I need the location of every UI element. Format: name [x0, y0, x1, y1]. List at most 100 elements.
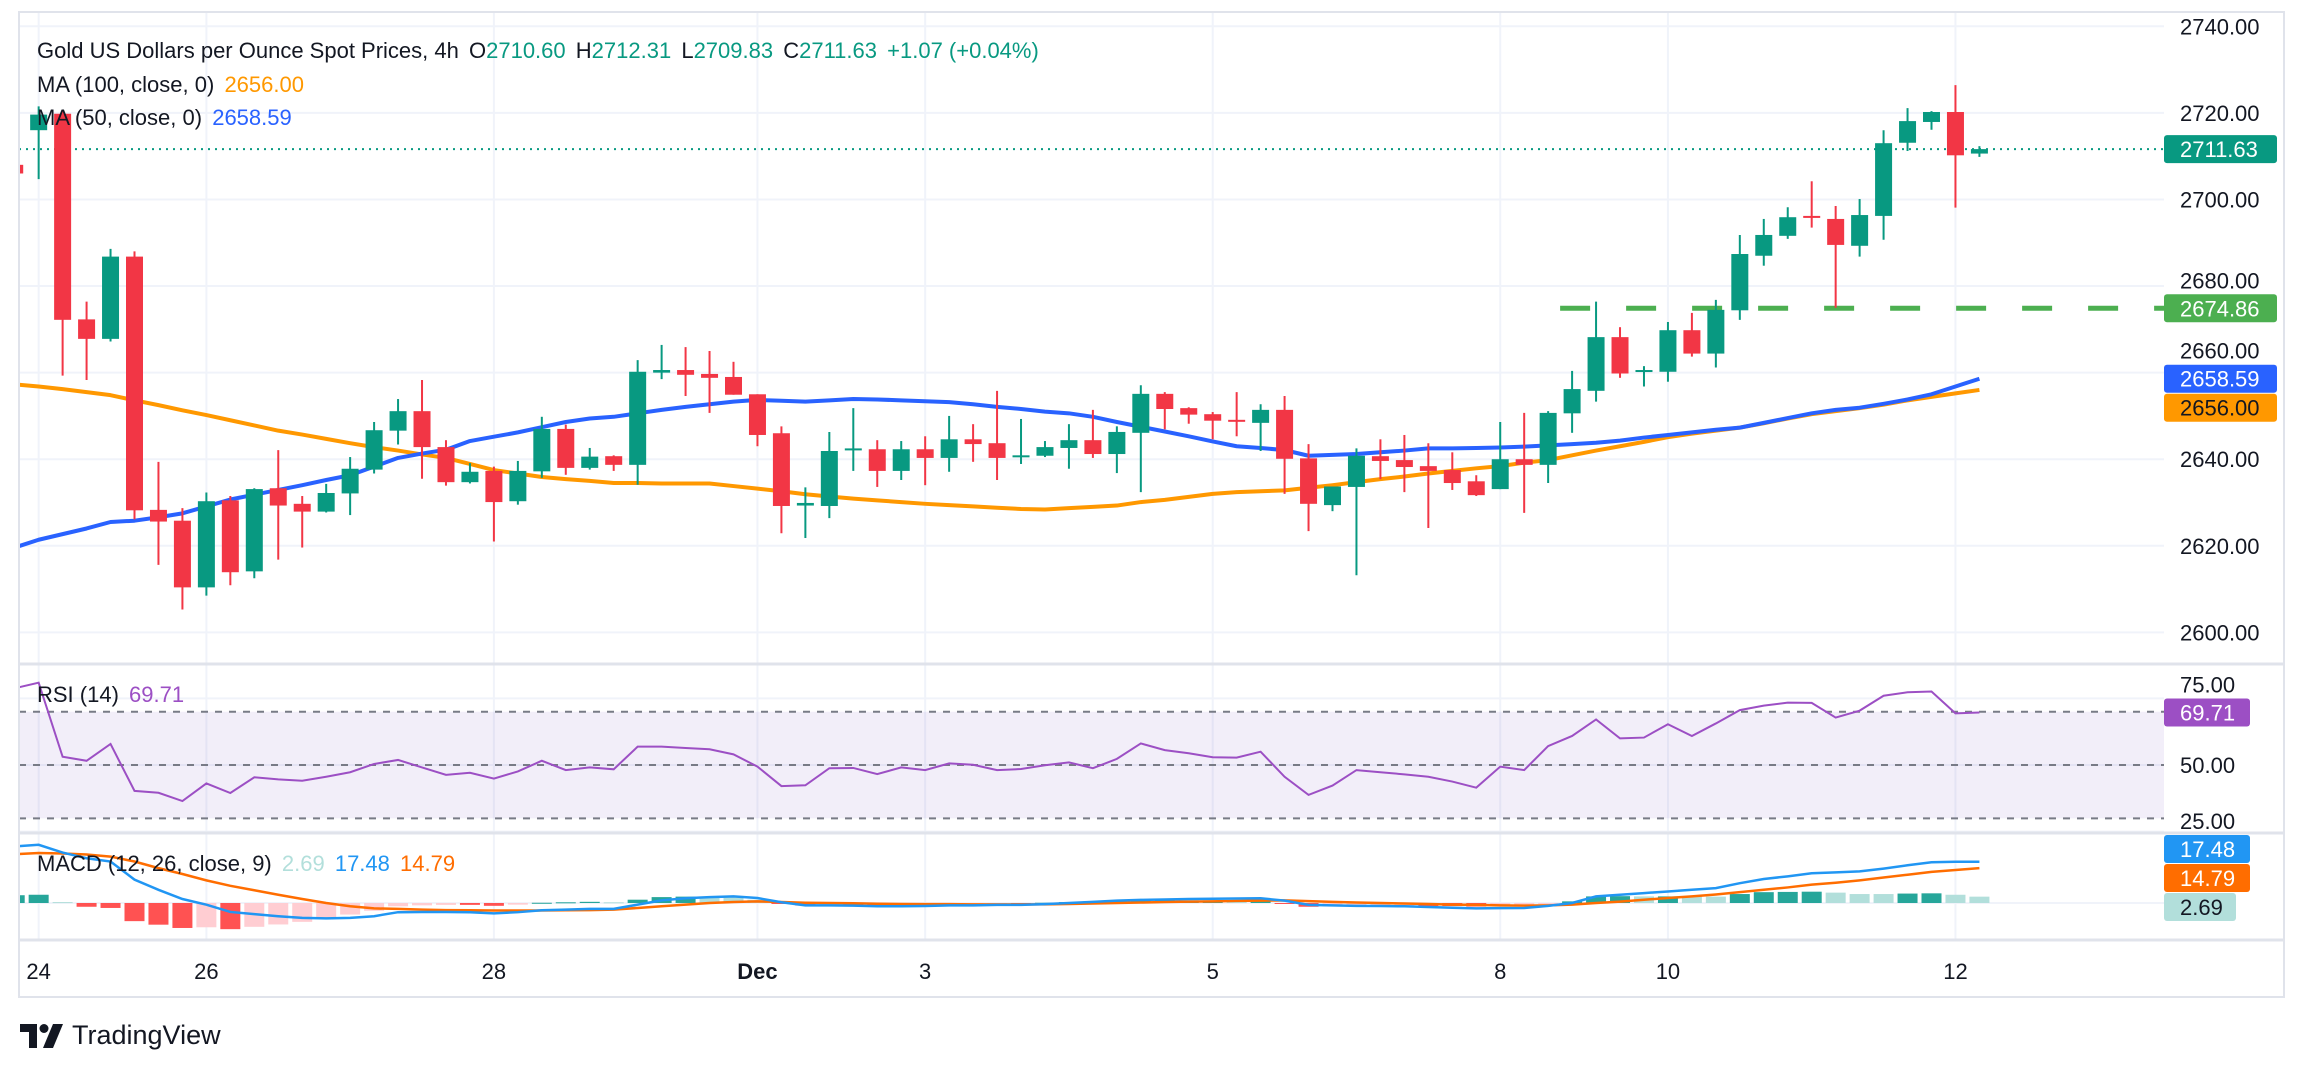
last-price-label-box	[2164, 135, 2277, 164]
candle-body	[1012, 455, 1030, 458]
candle-body	[1491, 459, 1509, 490]
macd-histogram-bar	[316, 902, 337, 919]
macd-histogram-bar	[1873, 894, 1894, 903]
candle-body	[629, 371, 647, 465]
ma50-legend[interactable]: MA (50, close, 0) 2658.59	[37, 104, 296, 132]
macd-histogram-bar	[1610, 896, 1631, 903]
symbol-title: Gold US Dollars per Ounce Spot Prices, 4…	[37, 38, 459, 63]
candle-body	[1587, 337, 1605, 391]
candle-body	[820, 450, 838, 506]
candle-up	[629, 360, 647, 485]
candle-body	[1108, 431, 1126, 455]
support-price-label-box	[2164, 294, 2277, 323]
candle-body	[1060, 440, 1078, 448]
candle-down	[964, 424, 982, 462]
candle-down	[1467, 475, 1485, 497]
candle-up	[1707, 299, 1725, 368]
time-tick-label: 8	[1494, 959, 1506, 984]
candle-body	[413, 411, 431, 448]
macd-histogram-bar	[52, 902, 73, 904]
high-label: H2712.31	[576, 38, 675, 63]
candle-body	[1779, 217, 1797, 236]
candle-body	[1324, 486, 1341, 506]
candle-body	[461, 471, 479, 483]
candle-down	[54, 110, 72, 376]
candle-up	[1779, 207, 1797, 239]
candle-body	[1611, 337, 1629, 374]
candle-body	[389, 411, 407, 431]
candle-up	[820, 431, 838, 519]
candle-body	[485, 470, 503, 503]
rsi-legend[interactable]: RSI (14) 69.71	[37, 681, 188, 709]
candle-body	[1851, 215, 1869, 246]
ma50-value: 2658.59	[212, 105, 292, 130]
macd-hist-value: 2.69	[281, 851, 325, 876]
candle-up	[461, 463, 479, 484]
macd-signal-value: 14.79	[400, 851, 456, 876]
candle-body	[293, 503, 311, 512]
low-label: L2709.83	[681, 38, 777, 63]
candle-body	[1563, 389, 1581, 414]
macd-legend[interactable]: MACD (12, 26, close, 9) 2.69 17.48 14.79	[37, 850, 459, 878]
macd-histogram-bar	[220, 902, 241, 930]
candle-up	[30, 106, 48, 180]
last-price-label: 2711.63	[2164, 135, 2277, 164]
macd-value: 17.48	[334, 851, 390, 876]
ma100-value: 2656.00	[224, 72, 304, 97]
candle-body	[1683, 330, 1701, 354]
candle-down	[1683, 312, 1701, 357]
candle-down	[1515, 412, 1533, 513]
price-tick-label: 2640.00	[2180, 447, 2260, 472]
candle-up	[1324, 486, 1341, 512]
candle-body	[916, 449, 934, 458]
candle-body	[1036, 447, 1054, 456]
candle-up	[1659, 321, 1677, 382]
rsi-tick-label: 50.00	[2180, 753, 2235, 778]
candle-up	[245, 488, 263, 579]
candle-body	[533, 428, 551, 472]
macd-histogram-bar	[675, 896, 696, 903]
tradingview-logo[interactable]: TradingView	[20, 1020, 221, 1051]
candle-down	[868, 440, 886, 487]
candle-body	[725, 376, 742, 395]
macd-histogram-bar	[172, 902, 193, 928]
macd-histogram-bar	[148, 902, 169, 925]
candle-down	[149, 461, 167, 565]
candle-body	[1300, 458, 1318, 504]
ma100-label: MA (100, close, 0)	[37, 72, 215, 97]
candle-down	[1228, 392, 1246, 437]
rsi-value-label-text: 69.71	[2180, 700, 2235, 725]
time-tick-label: 28	[482, 959, 506, 984]
candle-body	[509, 470, 527, 502]
open-value: 2710.60	[486, 38, 566, 63]
macd-histogram-bar	[364, 902, 385, 911]
candle-body	[1707, 309, 1725, 354]
candle-down	[1084, 409, 1102, 458]
candle-up	[1539, 411, 1557, 484]
macd-histogram-bar	[124, 902, 145, 922]
close-label-text: C	[783, 38, 800, 63]
macd-histogram-bar	[196, 902, 217, 928]
macd-value-label-text: 17.48	[2180, 837, 2235, 862]
candle-body	[1156, 393, 1174, 410]
ma100-price-label: 2656.00	[2164, 393, 2277, 422]
candle-body	[1467, 481, 1485, 496]
candle-body	[1515, 459, 1533, 465]
macd-histogram-bar	[1681, 896, 1702, 903]
time-tick-label: 5	[1207, 959, 1219, 984]
rsi-pane	[19, 681, 2164, 820]
candle-down	[1946, 85, 1964, 208]
ma100-line	[19, 382, 1980, 512]
candle-up	[1491, 421, 1509, 490]
macd-pane	[19, 843, 1990, 930]
macd-histogram-bar	[1274, 902, 1295, 904]
macd-histogram-bar	[435, 902, 456, 905]
candle-down	[557, 424, 575, 475]
ma100-legend[interactable]: MA (100, close, 0) 2656.00	[37, 71, 308, 99]
candle-body	[1252, 409, 1270, 423]
macd-histogram-bar	[76, 902, 97, 907]
candle-body	[365, 430, 383, 470]
macd-histogram-bar	[579, 901, 600, 903]
candle-down	[701, 350, 719, 413]
